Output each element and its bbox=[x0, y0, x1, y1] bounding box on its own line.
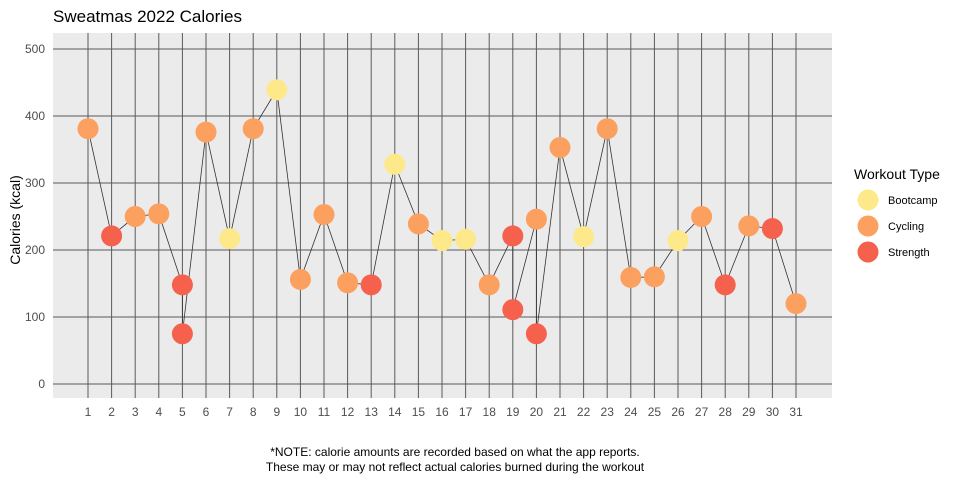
x-tick-label: 23 bbox=[601, 405, 615, 419]
x-tick-label: 5 bbox=[179, 405, 186, 419]
x-tick-label: 1 bbox=[85, 405, 92, 419]
data-point-cycling bbox=[525, 208, 547, 230]
data-point-strength bbox=[761, 218, 783, 240]
data-point-strength bbox=[101, 225, 123, 247]
x-tick-label: 7 bbox=[226, 405, 233, 419]
data-point-bootcamp bbox=[455, 228, 477, 250]
y-axis-ticks: 0 100 200 300 400 500 bbox=[25, 42, 45, 391]
x-tick-label: 3 bbox=[132, 405, 139, 419]
data-point-strength bbox=[714, 274, 736, 296]
data-point-cycling bbox=[596, 118, 618, 140]
legend-title: Workout Type bbox=[854, 166, 940, 182]
x-tick-label: 30 bbox=[766, 405, 780, 419]
data-point-cycling bbox=[643, 266, 665, 288]
data-point-strength bbox=[171, 323, 193, 345]
x-axis-ticks: 1 2 3 4 5 6 7 8 9 10 11 12 13 14 15 16 17 18 19 20 21 22 23 24 2… bbox=[85, 405, 803, 419]
x-tick-label: 13 bbox=[365, 405, 379, 419]
data-point-bootcamp bbox=[219, 228, 241, 250]
x-tick-label: 9 bbox=[273, 405, 280, 419]
legend-key-bootcamp bbox=[857, 189, 879, 211]
x-tick-label: 16 bbox=[435, 405, 449, 419]
y-tick-label: 0 bbox=[38, 377, 45, 391]
x-tick-label: 10 bbox=[294, 405, 308, 419]
footnote-line-1: *NOTE: calorie amounts are recorded base… bbox=[270, 445, 640, 459]
data-point-strength bbox=[525, 323, 547, 345]
data-point-cycling bbox=[738, 215, 760, 237]
data-point-cycling bbox=[148, 203, 170, 225]
data-point-cycling bbox=[242, 118, 264, 140]
x-tick-label: 21 bbox=[553, 405, 567, 419]
data-point-cycling bbox=[478, 274, 500, 296]
data-point-cycling bbox=[407, 213, 429, 235]
data-point-cycling bbox=[785, 293, 807, 315]
y-tick-label: 400 bbox=[25, 109, 45, 123]
x-tick-label: 29 bbox=[742, 405, 756, 419]
x-tick-label: 27 bbox=[695, 405, 709, 419]
legend: Workout Type Bootcamp Cycling Strength bbox=[854, 166, 940, 263]
x-tick-label: 11 bbox=[318, 405, 331, 419]
data-point-strength bbox=[360, 274, 382, 296]
x-tick-label: 12 bbox=[341, 405, 355, 419]
data-point-cycling bbox=[195, 121, 217, 143]
footnote-line-2: These may or may not reflect actual calo… bbox=[265, 460, 645, 474]
data-point-strength bbox=[502, 299, 524, 321]
x-tick-label: 22 bbox=[577, 405, 591, 419]
x-tick-label: 14 bbox=[388, 405, 402, 419]
data-point-strength bbox=[171, 274, 193, 296]
x-tick-label: 4 bbox=[155, 405, 162, 419]
connecting-line bbox=[87, 88, 797, 334]
legend-label-cycling: Cycling bbox=[888, 221, 924, 233]
data-point-bootcamp bbox=[573, 226, 595, 248]
x-tick-label: 8 bbox=[250, 405, 257, 419]
x-tick-label: 20 bbox=[530, 405, 544, 419]
data-point-bootcamp bbox=[266, 79, 288, 101]
chart-title: Sweatmas 2022 Calories bbox=[53, 7, 242, 26]
data-point-strength bbox=[502, 225, 524, 247]
legend-key-cycling bbox=[857, 215, 879, 237]
x-tick-label: 17 bbox=[459, 405, 473, 419]
data-point-bootcamp bbox=[431, 230, 453, 252]
y-tick-label: 300 bbox=[25, 176, 45, 190]
data-point-cycling bbox=[289, 268, 311, 290]
x-tick-label: 26 bbox=[671, 405, 685, 419]
x-tick-label: 19 bbox=[506, 405, 520, 419]
data-point-cycling bbox=[337, 272, 359, 294]
footnote: *NOTE: calorie amounts are recorded base… bbox=[0, 445, 910, 475]
x-tick-label: 18 bbox=[483, 405, 497, 419]
data-point-bootcamp bbox=[384, 153, 406, 175]
data-point-cycling bbox=[77, 118, 99, 140]
x-tick-label: 2 bbox=[108, 405, 115, 419]
y-axis-title: Calories (kcal) bbox=[7, 175, 23, 264]
data-point-bootcamp bbox=[667, 230, 689, 252]
data-point-cycling bbox=[313, 203, 335, 225]
x-tick-label: 24 bbox=[624, 405, 638, 419]
data-point-cycling bbox=[620, 266, 642, 288]
x-tick-label: 15 bbox=[412, 405, 426, 419]
data-point-cycling bbox=[549, 136, 571, 158]
x-tick-label: 25 bbox=[648, 405, 662, 419]
x-tick-label: 6 bbox=[203, 405, 210, 419]
data-point-cycling bbox=[691, 206, 713, 227]
y-tick-label: 200 bbox=[25, 243, 45, 257]
data-point-cycling bbox=[124, 206, 146, 227]
legend-label-bootcamp: Bootcamp bbox=[888, 195, 938, 207]
x-tick-label: 28 bbox=[719, 405, 733, 419]
series-layer bbox=[77, 79, 807, 345]
x-tick-label: 31 bbox=[789, 405, 803, 419]
legend-label-strength: Strength bbox=[888, 247, 930, 259]
legend-key-strength bbox=[857, 241, 879, 263]
y-tick-label: 100 bbox=[25, 310, 45, 324]
y-tick-label: 500 bbox=[25, 42, 45, 56]
